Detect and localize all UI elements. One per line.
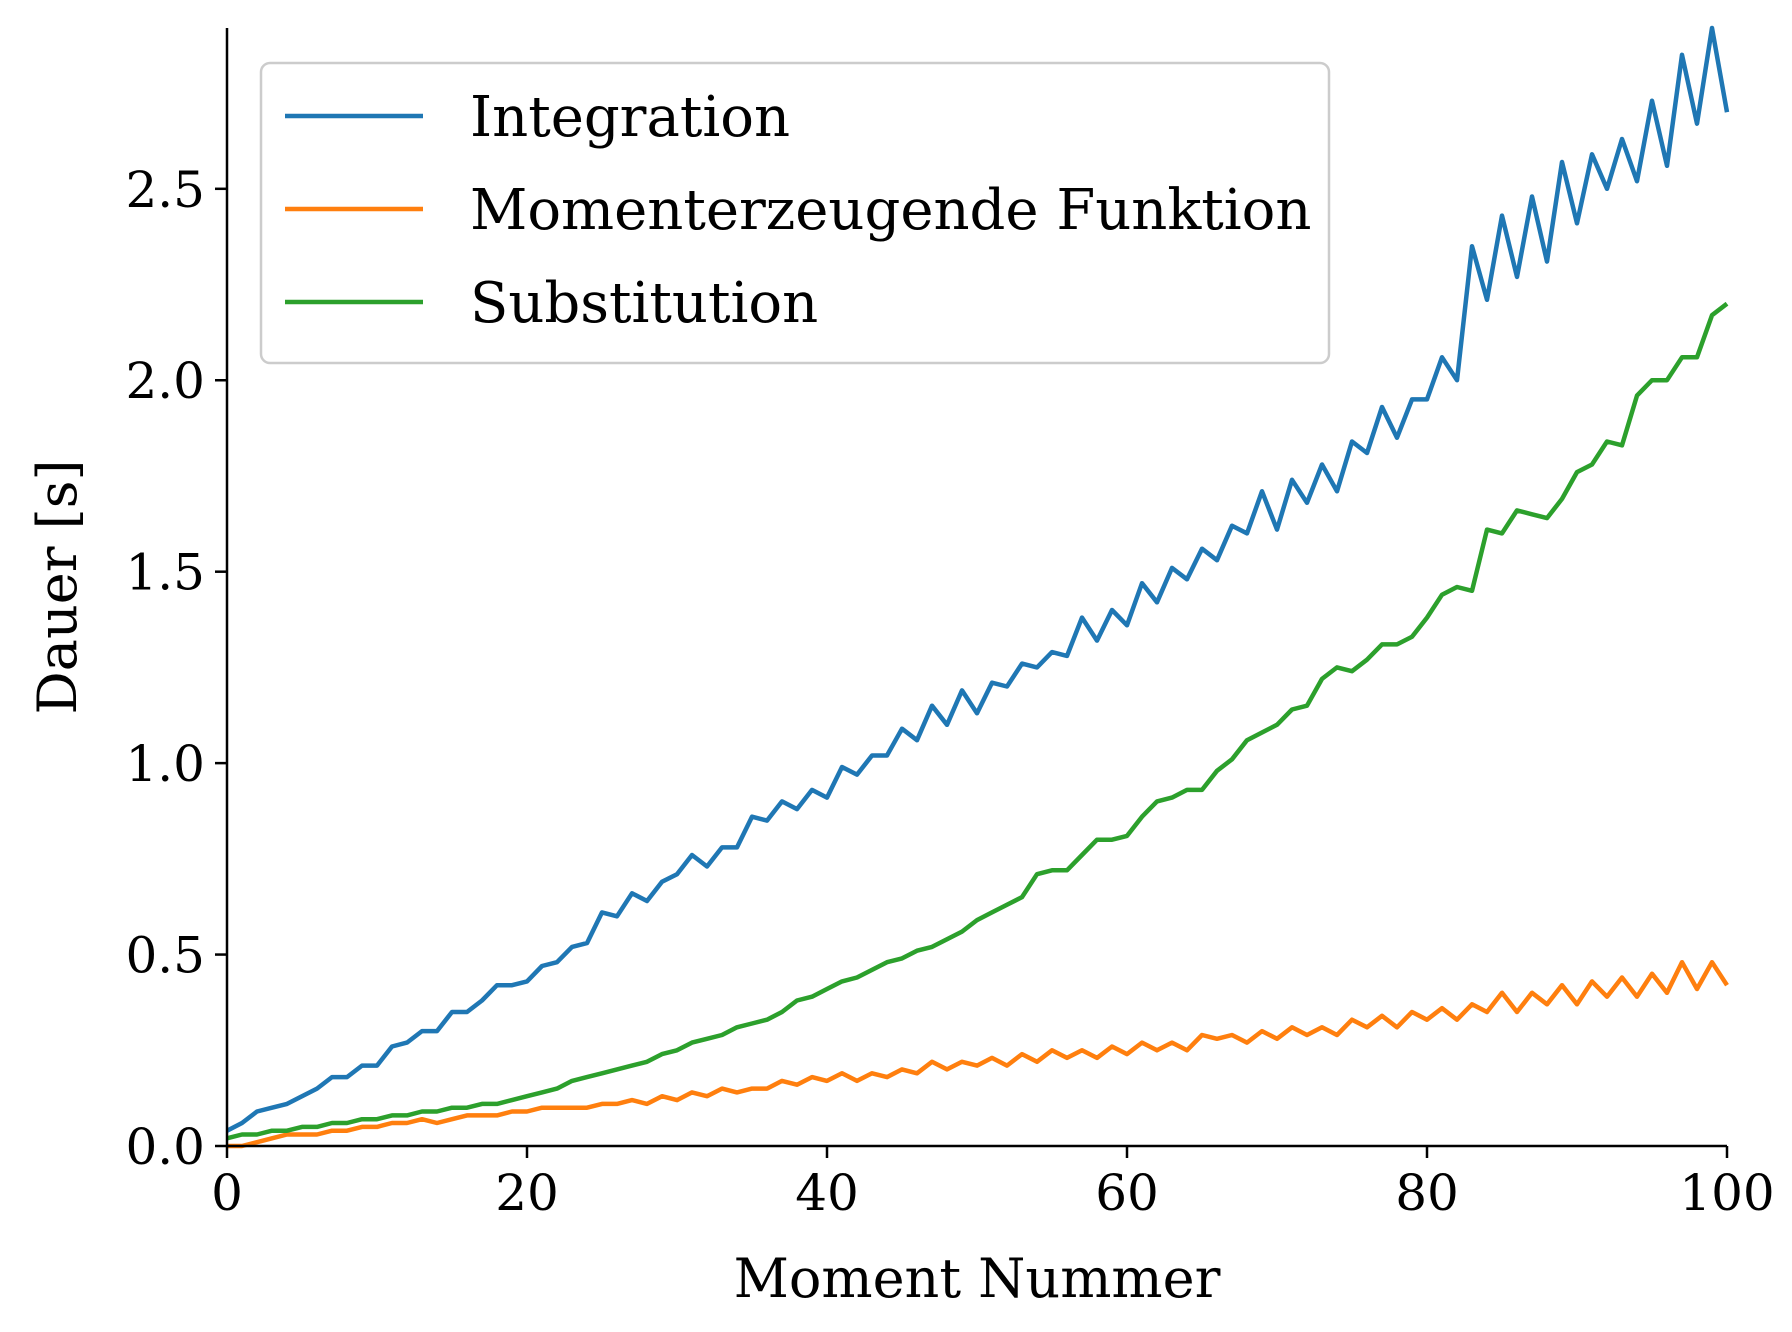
legend-label-3: Substitution	[470, 271, 818, 336]
x-tick-label: 60	[1095, 1164, 1159, 1222]
x-tick-label: 100	[1679, 1164, 1774, 1222]
y-ticks: 0.0 0.5 1.0 1.5 2.0 2.5	[125, 161, 227, 1176]
series-line-2	[227, 959, 1729, 1149]
axes-layer	[225, 28, 1727, 1148]
x-tick-label: 20	[495, 1164, 559, 1222]
legend-box	[259, 61, 1331, 365]
series-layer	[225, 25, 1730, 1149]
x-ticks: 0 20 40 60 80 100	[211, 1146, 1775, 1222]
x-tick-label: 80	[1395, 1164, 1459, 1222]
y-tick-label: 0.0	[125, 1118, 205, 1176]
x-tick-label: 40	[795, 1164, 859, 1222]
y-tick-label: 2.5	[125, 161, 205, 219]
x-tick-label: 0	[211, 1164, 243, 1222]
y-tick-label: 1.0	[125, 735, 205, 793]
y-tick-label: 1.5	[125, 544, 205, 602]
legend-label-2: Momenterzeugende Funktion	[470, 178, 1311, 243]
legend-label-1: Integration	[470, 85, 790, 150]
series-line-3	[226, 301, 1729, 1141]
legend: Integration Momenterzeugende Funktion Subs…	[259, 61, 1331, 365]
y-tick-label: 2.0	[125, 352, 205, 410]
x-axis-label: Moment Nummer	[734, 1247, 1221, 1310]
series-line-1	[225, 25, 1730, 1133]
y-tick-label: 0.5	[125, 927, 205, 985]
y-axis-label: Dauer [s]	[26, 459, 89, 714]
